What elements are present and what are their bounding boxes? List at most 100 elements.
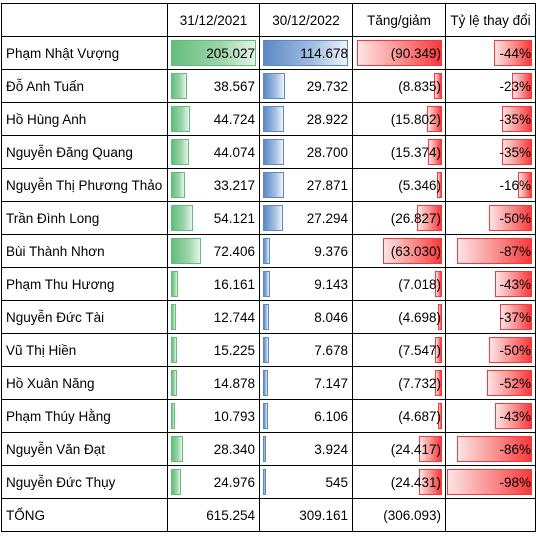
blue-data-bar: [263, 337, 269, 363]
value-2022: 114.678: [259, 36, 353, 70]
value-2021-value: 205.027: [206, 45, 255, 61]
red-data-bar: [435, 271, 442, 297]
person-name: Nguyễn Thị Phương Thảo: [1, 168, 168, 202]
green-data-bar: [171, 337, 177, 363]
value-2021: 38.567: [167, 69, 260, 103]
value-percent: -87%: [445, 234, 536, 268]
blue-data-bar: [263, 40, 348, 66]
value-change: (7.018): [352, 267, 446, 301]
table-row: Phạm Nhật Vượng 205.027 114.678 (90.349) -44…: [1, 36, 536, 70]
blue-data-bar: [263, 403, 268, 429]
red-data-bar: [447, 469, 532, 495]
person-name: Nguyễn Văn Đạt: [1, 432, 168, 466]
red-data-bar: [427, 106, 442, 132]
total-label: TỔNG: [1, 498, 168, 532]
person-name: Vũ Thị Hiền: [1, 333, 168, 367]
value-change-value: (4.698): [398, 309, 441, 325]
value-2022-value: 9.143: [314, 276, 348, 292]
total-change: (306.093): [352, 498, 446, 532]
green-data-bar: [171, 304, 176, 330]
green-data-bar: [171, 205, 193, 231]
total-2022: 309.161: [259, 498, 353, 532]
value-2022: 545: [259, 465, 353, 499]
header-2021: 31/12/2021: [167, 3, 260, 37]
value-change: (15.802): [352, 102, 446, 136]
value-2021-value: 33.217: [213, 177, 255, 193]
value-2022-value: 3.924: [314, 441, 348, 457]
value-change: (24.431): [352, 465, 446, 499]
blue-data-bar: [263, 469, 266, 495]
value-2022: 7.678: [259, 333, 353, 367]
red-data-bar: [494, 40, 532, 66]
value-change-value: (90.349): [390, 45, 441, 61]
blue-data-bar: [263, 304, 269, 330]
green-data-bar: [171, 106, 190, 132]
blue-data-bar: [263, 106, 284, 132]
table-row: Trần Đình Long 54.121 27.294 (26.827) -50%: [1, 201, 536, 235]
table-row: Nguyễn Đức Thụy 24.976 545 (24.431) -98%: [1, 465, 536, 499]
red-data-bar: [500, 304, 532, 330]
value-2021: 15.225: [167, 333, 260, 367]
header-percent: Tỷ lệ thay đổi: [445, 3, 536, 37]
value-change-value: (26.827): [390, 210, 441, 226]
value-2022: 28.700: [259, 135, 353, 169]
table-row: Đỗ Anh Tuấn 38.567 29.732 (8.835) -23%: [1, 69, 536, 103]
value-2022: 28.922: [259, 102, 353, 136]
total-2022-value: 309.161: [299, 507, 348, 523]
value-change: (8.835): [352, 69, 446, 103]
value-percent: -52%: [445, 366, 536, 400]
value-percent: -44%: [445, 36, 536, 70]
blue-data-bar: [263, 172, 284, 198]
total-row: TỔNG 615.254 309.161 (306.093): [1, 498, 536, 532]
value-2021: 28.340: [167, 432, 260, 466]
value-change-value: (15.374): [390, 144, 441, 160]
value-percent-value: -50%: [499, 342, 531, 358]
red-data-bar: [419, 469, 442, 495]
value-2021: 10.793: [167, 399, 260, 433]
total-percent-value: [531, 508, 535, 523]
blue-data-bar: [263, 139, 284, 165]
table-body: Phạm Nhật Vượng 205.027 114.678 (90.349) -44…: [1, 36, 536, 532]
value-2022-value: 28.700: [306, 144, 348, 160]
person-name: Phạm Thúy Hằng: [1, 399, 168, 433]
value-change-value: (24.417): [390, 441, 441, 457]
value-change-value: (7.732): [398, 375, 441, 391]
value-2021: 44.724: [167, 102, 260, 136]
value-percent: -98%: [445, 465, 536, 499]
wealth-change-table: 31/12/2021 30/12/2022 Tăng/giảm Tỷ lệ th…: [1, 3, 536, 532]
value-2021: 33.217: [167, 168, 260, 202]
green-data-bar: [171, 40, 256, 66]
value-2021: 14.878: [167, 366, 260, 400]
red-data-bar: [428, 139, 442, 165]
value-percent: -23%: [445, 69, 536, 103]
value-percent-value: -16%: [499, 177, 531, 193]
person-name: Đỗ Anh Tuấn: [1, 69, 168, 103]
value-percent-value: -35%: [499, 111, 531, 127]
value-2021-value: 28.340: [213, 441, 255, 457]
green-data-bar: [171, 139, 189, 165]
value-2021-value: 14.878: [213, 375, 255, 391]
table-row: Bùi Thành Nhơn 72.406 9.376 (63.030) -87%: [1, 234, 536, 268]
red-data-bar: [489, 205, 532, 231]
red-data-bar: [518, 172, 532, 198]
red-data-bar: [502, 139, 532, 165]
value-2022: 9.376: [259, 234, 353, 268]
table-row: Nguyễn Đức Tài 12.744 8.046 (4.698) -37%: [1, 300, 536, 334]
value-2022-value: 27.294: [306, 210, 348, 226]
value-change: (7.547): [352, 333, 446, 367]
value-change-value: (63.030): [390, 243, 441, 259]
value-2022: 6.106: [259, 399, 353, 433]
value-2021-value: 10.793: [213, 408, 255, 424]
value-2021: 205.027: [167, 36, 260, 70]
green-data-bar: [171, 403, 175, 429]
value-percent-value: -86%: [499, 441, 531, 457]
value-2022: 9.143: [259, 267, 353, 301]
value-2021: 44.074: [167, 135, 260, 169]
value-change: (26.827): [352, 201, 446, 235]
red-data-bar: [435, 337, 442, 363]
value-2021-value: 15.225: [213, 342, 255, 358]
red-data-bar: [383, 238, 442, 264]
table-row: Phạm Thu Hương 16.161 9.143 (7.018) -43%: [1, 267, 536, 301]
value-change-value: (7.018): [398, 276, 441, 292]
person-name: Nguyễn Đức Tài: [1, 300, 168, 334]
